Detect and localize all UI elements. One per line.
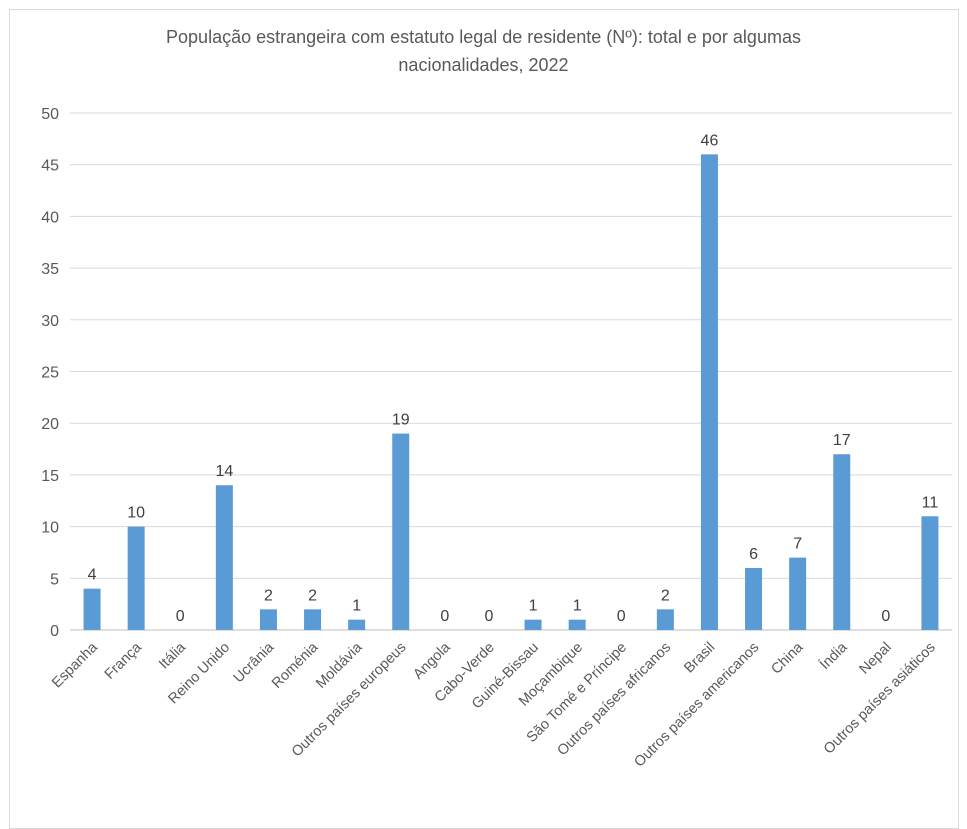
chart-title-line-2: nacionalidades, 2022 <box>398 55 569 75</box>
chart-title-line-1: População estrangeira com estatuto legal… <box>166 27 801 47</box>
x-tick-label: Espanha <box>49 639 101 691</box>
y-tick-label: 15 <box>41 468 59 485</box>
data-label: 0 <box>176 608 185 625</box>
bar <box>700 154 718 631</box>
data-label: 1 <box>529 598 538 615</box>
x-tick-label: China <box>768 639 807 678</box>
data-label: 10 <box>127 505 145 522</box>
bar <box>745 567 763 630</box>
y-tick-label: 40 <box>41 209 59 226</box>
bar <box>392 433 410 630</box>
data-label: 19 <box>392 412 410 429</box>
data-label: 1 <box>352 598 361 615</box>
data-label: 14 <box>215 463 233 480</box>
data-label: 11 <box>922 494 939 511</box>
data-label: 4 <box>88 567 97 584</box>
y-tick-label: 45 <box>41 158 59 175</box>
data-label: 2 <box>661 587 670 604</box>
bar <box>304 609 322 630</box>
data-label: 0 <box>881 608 890 625</box>
y-tick-label: 5 <box>50 571 59 588</box>
bar <box>833 454 851 630</box>
bar <box>259 609 277 630</box>
bar <box>789 557 807 630</box>
bar <box>524 619 542 630</box>
x-tick-label: Roménia <box>269 639 322 692</box>
bars <box>83 154 939 631</box>
x-tick-label: Índia <box>816 638 851 673</box>
data-label: 2 <box>264 587 273 604</box>
data-label: 46 <box>701 132 719 149</box>
bar <box>656 609 674 630</box>
data-label: 0 <box>617 608 626 625</box>
bar <box>127 526 145 630</box>
x-tick-label: Brasil <box>681 640 718 677</box>
data-label: 1 <box>573 598 582 615</box>
data-label: 17 <box>833 432 851 449</box>
y-tick-label: 25 <box>41 365 59 382</box>
x-tick-label: França <box>102 639 146 683</box>
data-label: 0 <box>484 608 493 625</box>
data-label: 7 <box>793 536 802 553</box>
y-tick-label: 10 <box>41 520 59 537</box>
y-tick-label: 20 <box>41 416 59 433</box>
bar <box>83 588 101 630</box>
data-label: 2 <box>308 587 317 604</box>
x-tick-label: Nepal <box>857 640 895 678</box>
bar <box>348 619 366 630</box>
y-axis: 0 5 10 15 20 25 30 35 40 45 50 <box>41 106 59 640</box>
bar <box>215 485 233 630</box>
data-label: 0 <box>440 608 449 625</box>
bar <box>921 516 939 630</box>
chart-title: População estrangeira com estatuto legal… <box>0 23 967 79</box>
y-tick-label: 50 <box>41 106 59 123</box>
y-tick-label: 30 <box>41 313 59 330</box>
y-tick-label: 35 <box>41 261 59 278</box>
gridlines <box>70 112 952 631</box>
chart-frame <box>9 9 959 829</box>
bar <box>568 619 586 630</box>
data-label: 6 <box>749 546 758 563</box>
x-tick-label: Angola <box>410 639 454 683</box>
x-tick-label: Itália <box>156 639 190 673</box>
y-tick-label: 0 <box>50 623 59 640</box>
